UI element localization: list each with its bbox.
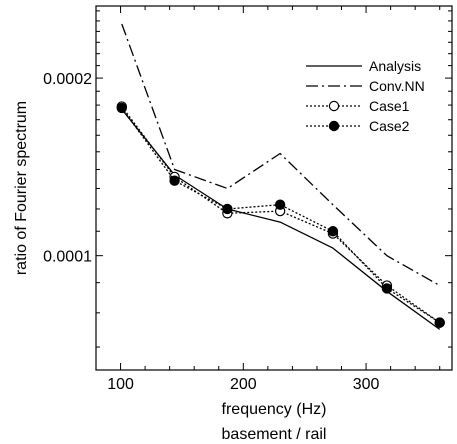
data-point-case2 (274, 199, 286, 210)
data-point-case2 (222, 203, 233, 215)
data-point-case2 (381, 283, 393, 294)
x-tick-label: 300 (353, 376, 380, 393)
legend-label-conv-nn: Conv.NN (369, 78, 425, 94)
data-point-case2 (116, 102, 127, 114)
legend-marker-case1 (328, 100, 340, 112)
data-point-case2 (434, 317, 445, 328)
y-tick-label: 0.0002 (43, 71, 92, 88)
legend-label-case2: Case2 (369, 118, 410, 134)
legend-label-analysis: Analysis (369, 58, 421, 74)
series-layer (116, 23, 445, 330)
legend: Analysis Conv.NN Case1 Case2 (306, 58, 425, 134)
y-axis-label: ratio of Fourier spectrum (13, 101, 30, 275)
series-line-conv-nn (121, 23, 441, 287)
figure-caption: basement / rail (222, 426, 327, 443)
data-point-case2 (169, 175, 180, 186)
x-tick-label: 200 (230, 376, 257, 393)
y-tick-label: 0.0001 (43, 249, 92, 266)
ticks-layer: 100 200 300 0.0001 0.0002 (43, 6, 452, 393)
x-tick-label: 100 (107, 376, 134, 393)
series-line-analysis (121, 108, 441, 330)
x-axis-label: frequency (Hz) (222, 401, 327, 418)
legend-label-case1: Case1 (369, 98, 410, 114)
legend-marker-case2 (328, 120, 340, 132)
data-point-case2 (327, 226, 339, 237)
